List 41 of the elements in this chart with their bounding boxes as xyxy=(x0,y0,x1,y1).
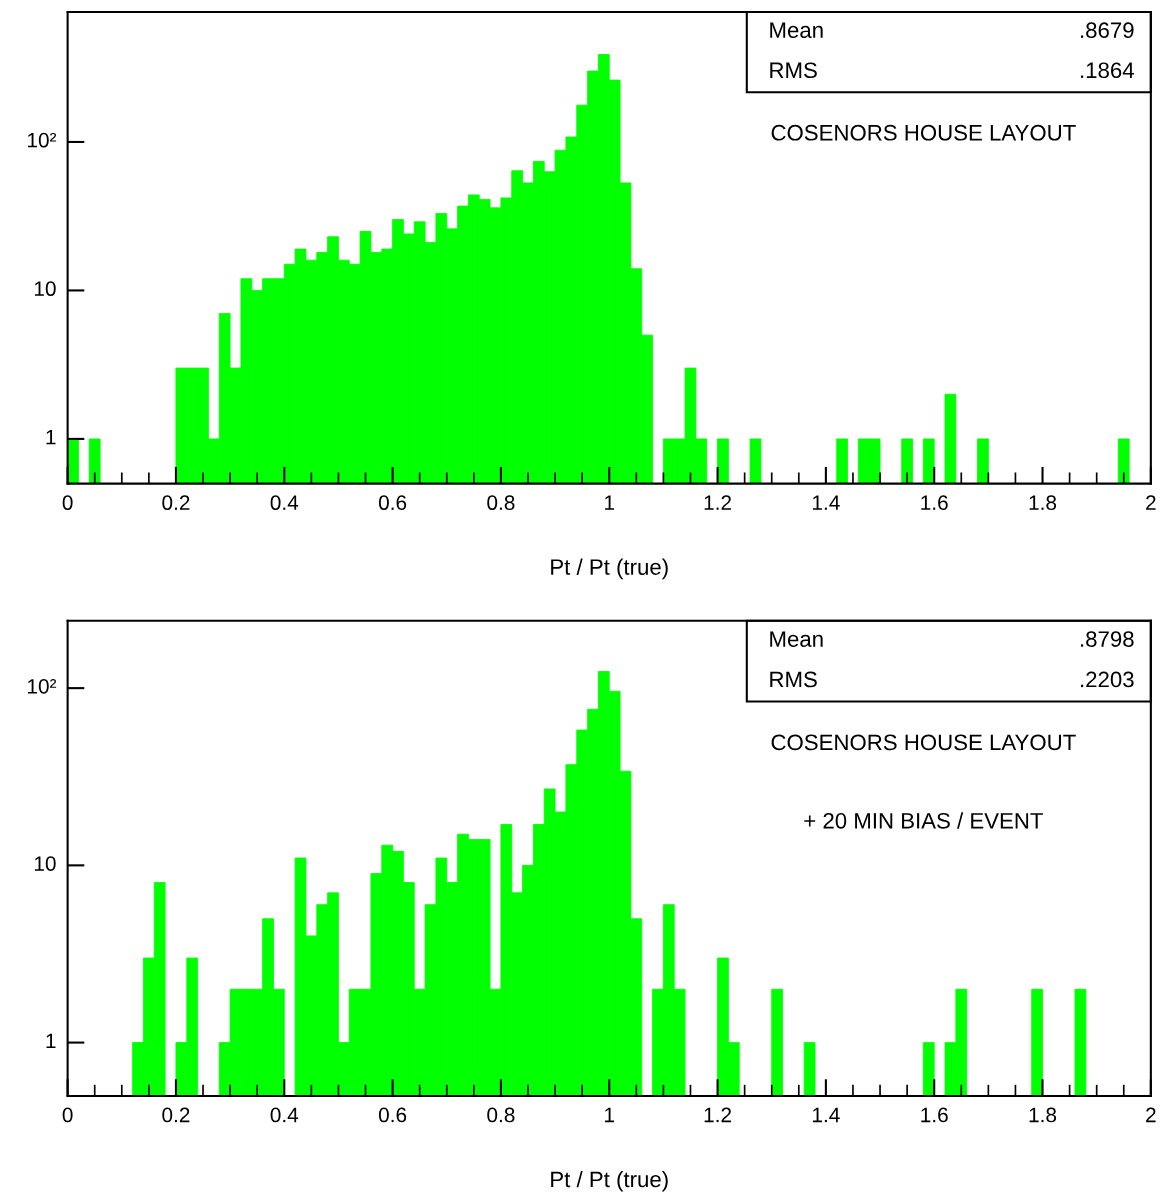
x-tick-label: 1.6 xyxy=(921,1107,948,1123)
x-tick-label: 0.8 xyxy=(487,1107,515,1123)
annotation: RMS xyxy=(770,62,817,79)
x-tick-label: 2 xyxy=(1146,1107,1156,1123)
annotation: RMS xyxy=(770,671,817,688)
x-tick-label: 1 xyxy=(605,1107,615,1123)
y-tick-label: 10 xyxy=(34,281,56,297)
x-tick-label: 0.4 xyxy=(270,1107,299,1123)
y-tick-label: 1 xyxy=(46,1033,56,1048)
annotation: COSENORS HOUSE LAYOUT xyxy=(771,734,1076,751)
annotation: + 20 MIN BIAS / EVENT xyxy=(804,812,1043,829)
annotation: COSENORS HOUSE LAYOUT xyxy=(771,124,1076,141)
annotation: .8798 xyxy=(1081,631,1134,647)
x-tick-label: 1.2 xyxy=(704,495,731,510)
x-tick-label: 0.8 xyxy=(487,495,515,511)
y-tick-label: 10² xyxy=(28,678,57,694)
x-tick-label: 0.2 xyxy=(162,1107,190,1123)
y-tick-label: 10² xyxy=(28,132,57,148)
x-tick-label: 1.8 xyxy=(1029,495,1057,511)
annotation: .1864 xyxy=(1081,62,1134,79)
x-axis-title: Pt / Pt (true) xyxy=(551,558,668,580)
x-tick-label: 1.6 xyxy=(921,495,948,511)
x-tick-label: 0.6 xyxy=(378,495,407,511)
annotation: .8679 xyxy=(1081,22,1134,39)
annotation: Mean xyxy=(770,631,823,647)
y-tick-label: 10 xyxy=(34,856,56,871)
x-tick-label: 1 xyxy=(605,495,615,510)
x-axis-title: Pt / Pt (true) xyxy=(551,1170,668,1192)
y-tick-label: 1 xyxy=(46,429,56,445)
annotation: Mean xyxy=(770,22,823,39)
x-tick-label: 2 xyxy=(1146,495,1156,510)
x-tick-label: 1.4 xyxy=(812,495,840,510)
x-tick-label: 0.4 xyxy=(270,495,299,511)
x-tick-label: 0 xyxy=(62,1107,73,1123)
x-tick-label: 0 xyxy=(62,495,73,511)
x-tick-label: 1.2 xyxy=(704,1107,731,1123)
x-tick-label: 1.8 xyxy=(1029,1107,1057,1123)
x-tick-label: 0.2 xyxy=(162,495,190,511)
x-tick-label: 0.6 xyxy=(378,1107,407,1123)
x-tick-label: 1.4 xyxy=(812,1107,840,1123)
annotation: .2203 xyxy=(1081,671,1134,688)
